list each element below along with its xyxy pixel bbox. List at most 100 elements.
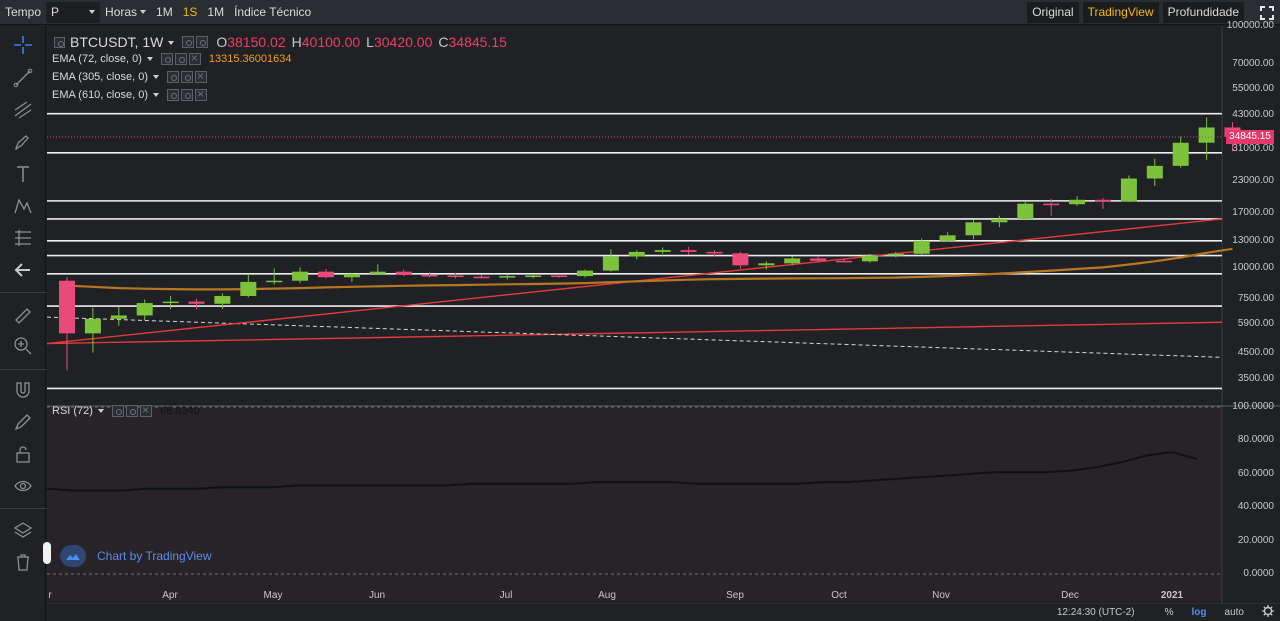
hours-dropdown[interactable]: Horas [100,2,151,23]
period-value: P [51,4,60,19]
candle-body [266,280,283,283]
ema72-name[interactable]: EMA (72, close, 0) [52,53,153,65]
period-select[interactable]: P [46,1,101,23]
interval-1m-b-button[interactable]: 1M [207,4,225,19]
toolbar-divider [0,292,46,293]
candle [577,269,593,278]
ema-orange-line [66,247,1233,291]
tradingview-watermark[interactable]: Chart by TradingView [60,545,212,567]
back-arrow-icon[interactable] [11,258,35,282]
candle [680,246,697,255]
rsi-tick-label: 100.0000 [1232,401,1274,412]
interval-1s-button[interactable]: 1S [182,4,198,19]
zoom-in-icon[interactable] [11,334,35,358]
settings-icon[interactable] [181,71,193,83]
ema610-buttons [165,87,207,101]
low-label: L [366,34,374,50]
rsi-value: 68.8340 [159,405,200,417]
bottom-bar: 12:24:30 (UTC-2) % log auto [47,603,1280,621]
candle [602,249,619,272]
settings-icon[interactable] [181,89,193,101]
trend-line-icon[interactable] [11,66,35,90]
percent-toggle[interactable]: % [1164,607,1174,618]
eye-icon[interactable] [160,53,173,65]
price-tick-label: 55000.00 [1232,82,1274,94]
candle-body [784,258,801,264]
ema305-name[interactable]: EMA (305, close, 0) [52,71,159,83]
trend-lines [47,218,1233,358]
candle-body [1146,165,1163,179]
candle-body [1172,142,1189,166]
candle [654,247,671,254]
ema305-legend: EMA (305, close, 0) [52,69,215,83]
pattern-icon[interactable] [11,194,35,218]
brush-icon[interactable] [11,130,35,154]
tab-original[interactable]: Original [1027,2,1079,23]
eye-icon[interactable] [167,71,179,83]
close-icon[interactable] [195,69,207,83]
ema610-legend: EMA (610, close, 0) [52,87,215,101]
symbol-legend: BTCUSDT, 1W O 38150.02 H 40100.00 L 30420.0… [52,34,507,50]
close-icon[interactable] [195,87,207,101]
candle [732,251,749,269]
tab-tradingview[interactable]: TradingView [1082,2,1159,23]
layers-icon[interactable] [11,518,35,542]
settings-icon[interactable] [174,53,187,65]
close-value: 34845.15 [448,34,507,50]
close-icon[interactable] [188,51,201,65]
high-label: H [291,34,302,50]
candle-body [810,258,827,261]
interval-1m-button[interactable]: 1M [156,4,173,19]
fib-retracement-icon[interactable] [11,98,35,122]
rsi-tick-label: 0.0000 [1243,568,1274,579]
lock-icon[interactable] [11,442,35,466]
magnet-icon[interactable] [11,378,35,402]
candle [240,273,257,298]
candle [810,256,827,263]
candle-body [59,280,75,334]
eye-icon[interactable] [11,474,35,498]
price-tick-label: 17000.00 [1232,206,1274,218]
gear-icon[interactable] [1262,605,1274,620]
candle-body [965,222,982,236]
price-tick-label: 13000.00 [1232,234,1274,246]
open-label: O [216,34,228,50]
settings-icon[interactable] [196,36,209,48]
ruler-icon[interactable] [11,304,35,328]
rsi-name[interactable]: RSI (72) [52,405,104,417]
text-icon[interactable] [11,162,35,186]
trash-icon[interactable] [11,550,35,574]
candle [628,250,645,260]
rsi-tick-label: 80.0000 [1237,434,1274,446]
crosshair-icon[interactable] [11,33,35,57]
candle-body [1120,178,1137,202]
chart-canvas[interactable] [47,26,1280,603]
scroll-handle[interactable] [43,542,51,564]
symbol-name[interactable]: BTCUSDT, 1W [70,34,174,50]
eye-icon[interactable] [111,405,124,417]
prediction-icon[interactable] [11,226,35,250]
candle [369,264,386,275]
candle-body [136,303,153,316]
close-icon[interactable] [139,403,152,417]
ema610-name[interactable]: EMA (610, close, 0) [52,89,159,101]
candle-body [395,271,412,275]
log-toggle[interactable]: log [1191,607,1207,618]
settings-icon[interactable] [182,36,195,48]
tab-depth[interactable]: Profundidade [1162,2,1244,23]
settings-icon[interactable] [125,405,138,417]
fullscreen-icon[interactable] [1254,2,1280,24]
lock-pencil-icon[interactable] [11,410,35,434]
indicators-button[interactable]: Índice Técnico [234,4,312,19]
candle-body [421,274,438,277]
toolbar-divider [0,369,46,370]
collapse-icon[interactable] [54,36,65,48]
candle [214,293,231,310]
candle [1120,175,1137,202]
time-tick-label: Dec [1061,590,1079,601]
high-value: 40100.00 [301,34,361,50]
candle [343,272,360,282]
candle-body [1017,203,1034,219]
auto-toggle[interactable]: auto [1224,607,1244,618]
eye-icon[interactable] [167,89,179,101]
